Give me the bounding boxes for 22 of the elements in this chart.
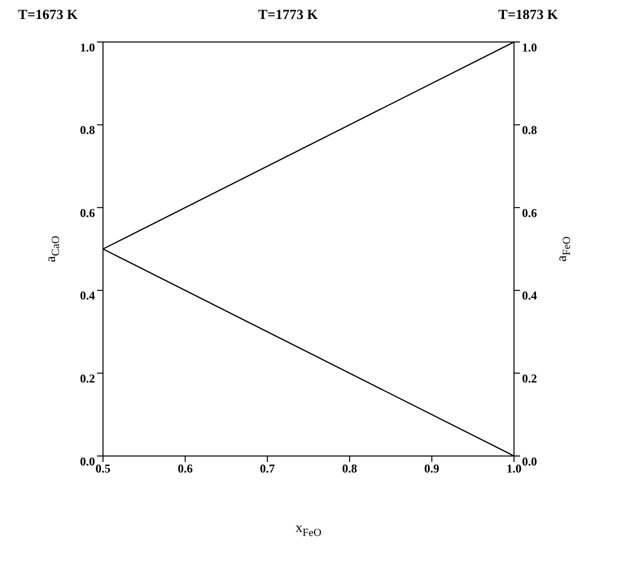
y2-tick-label: 1.0 [522,40,537,54]
y-tick-label: 0.8 [80,123,95,138]
x-tick-label: 0.7 [260,462,275,476]
x-tick-label: 0.9 [424,462,440,476]
text: T=1773 K [258,8,318,24]
text: T=1673 K [18,8,78,24]
y-tick-label: 0.0 [80,454,95,468]
y-tick-label: 0.4 [80,288,95,303]
y2-tick-label: 0.2 [522,371,537,386]
x-tick-label: 0.6 [178,462,193,476]
y2-tick-label: 0.0 [522,454,537,468]
text: T=1873 K [498,8,558,24]
y-tick-label: 0.2 [80,371,95,386]
y2-tick-label: 0.8 [522,123,537,138]
x-tick-label: 0.8 [342,462,358,476]
y-tick-label: 0.6 [80,206,95,220]
x-tick-label: 1.0 [506,462,522,476]
x-axis-title: x$_{FeO}$ [296,521,322,540]
y2-tick-label: 0.6 [522,206,537,220]
y2-tick-label: 0.4 [522,288,537,303]
y-tick-label: 1.0 [80,40,95,54]
x-tick-label: 0.5 [96,462,110,476]
